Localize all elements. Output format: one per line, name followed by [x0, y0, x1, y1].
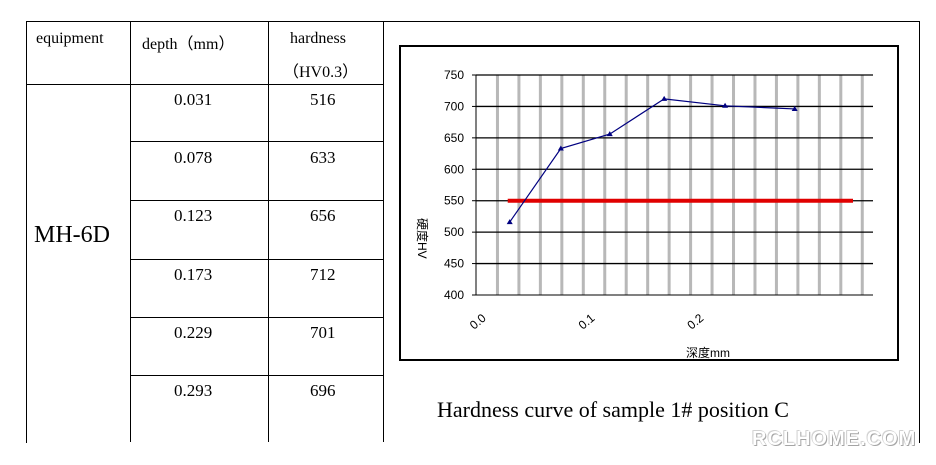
hardness-cell: 701 [310, 323, 336, 342]
depth-cell: 0.078 [174, 148, 213, 167]
y-tick-label: 600 [444, 162, 464, 176]
row-divider [130, 141, 383, 142]
column-divider [383, 21, 384, 442]
hardness-cell: 516 [310, 90, 336, 109]
equipment-value: MH-6D [34, 222, 110, 248]
y-tick-labels: 400 450 500 550 600 650 700 750 [444, 68, 464, 302]
header-hardness: hardness [290, 30, 346, 47]
y-tick-label: 550 [444, 194, 464, 208]
chart-caption: Hardness curve of sample 1# position C [437, 397, 789, 422]
y-tick-label: 650 [444, 131, 464, 145]
header-divider [26, 84, 383, 85]
row-divider [130, 259, 383, 260]
y-tick-label: 750 [444, 68, 464, 82]
chart-axes [475, 75, 873, 296]
table-frame [26, 21, 920, 443]
depth-cell: 0.123 [174, 206, 213, 225]
x-tick-label: 0.0 [467, 311, 489, 333]
row-divider [130, 375, 383, 376]
data-point [506, 219, 513, 225]
column-divider [268, 21, 269, 442]
horizontal-gridlines [472, 74, 873, 296]
header-equipment: equipment [36, 30, 104, 47]
row-divider [130, 317, 383, 318]
row-divider [130, 200, 383, 201]
y-tick-label: 500 [444, 225, 464, 239]
y-tick-label: 450 [444, 257, 464, 271]
data-point [722, 102, 729, 108]
depth-cell: 0.229 [174, 323, 213, 342]
hardness-cell: 696 [310, 381, 336, 400]
x-axis-label: 深度mm [686, 345, 730, 360]
x-tick-label: 0.1 [576, 311, 598, 333]
x-tick-label: 0.2 [684, 311, 706, 333]
data-point [661, 95, 668, 101]
hardness-cell: 712 [310, 265, 336, 284]
header-hardness-unit: （HV0.3） [283, 64, 359, 81]
series-group [506, 95, 798, 225]
depth-cell: 0.293 [174, 381, 213, 400]
y-tick-label: 400 [444, 288, 464, 302]
x-tick-labels: 0.0 0.1 0.2 [467, 311, 707, 333]
data-point [606, 131, 613, 137]
watermark: RCLHOME.COM [752, 428, 917, 450]
chart-frame [399, 45, 899, 361]
series-line [509, 98, 795, 223]
hardness-cell: 633 [310, 148, 336, 167]
depth-cell: 0.031 [174, 90, 213, 109]
vertical-gridlines [495, 75, 864, 295]
depth-cell: 0.173 [174, 265, 213, 284]
hardness-cell: 656 [310, 206, 336, 225]
data-point [791, 105, 798, 111]
y-tick-label: 700 [444, 99, 464, 113]
column-divider [130, 21, 131, 442]
y-axis-label: 硬度HV [415, 218, 430, 259]
data-point [557, 145, 564, 151]
header-depth: depth（mm） [142, 36, 235, 53]
